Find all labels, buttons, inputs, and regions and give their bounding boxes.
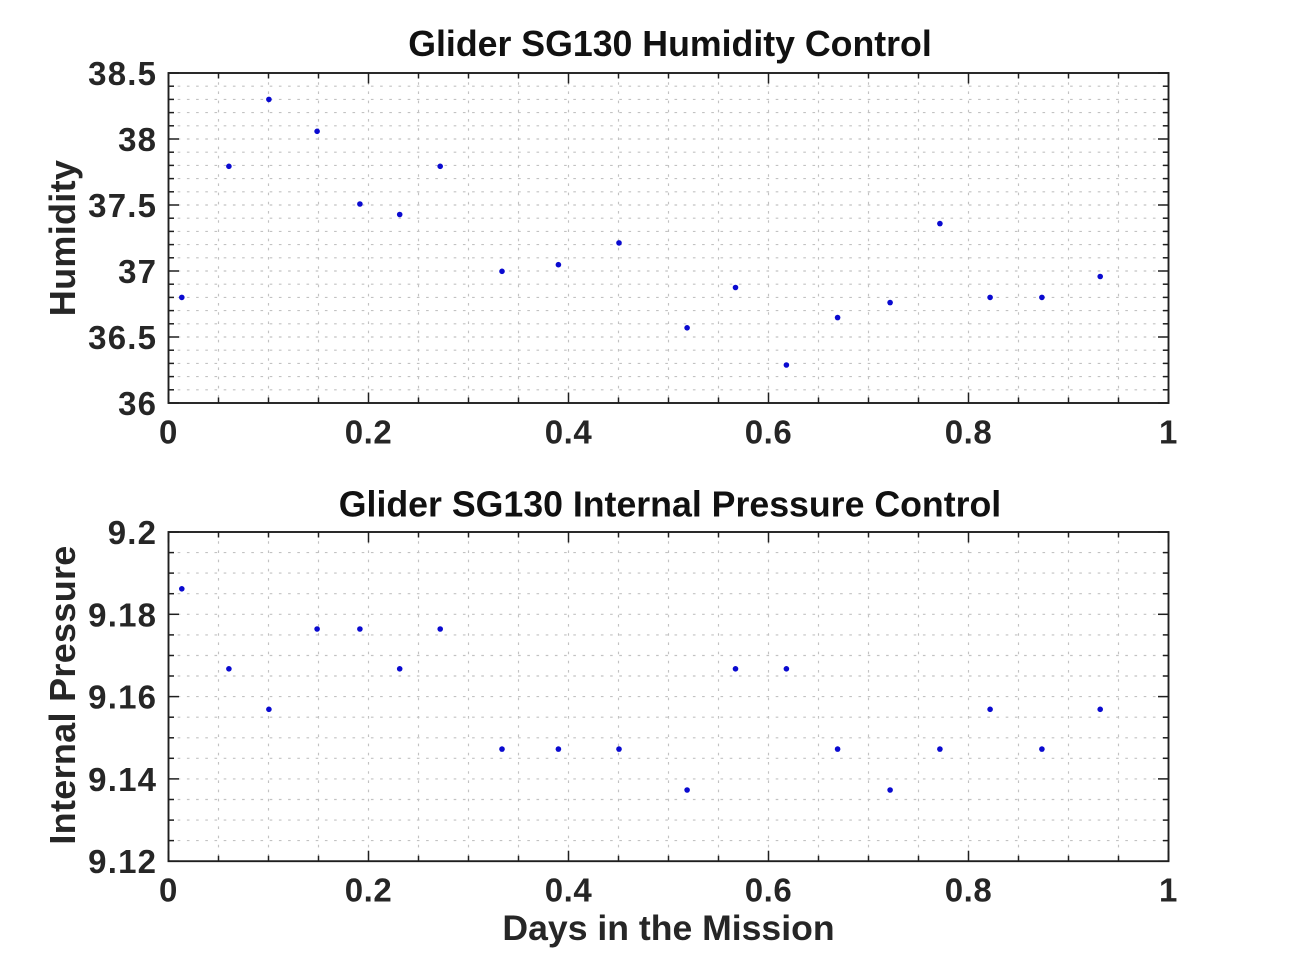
svg-text:Internal Pressure: Internal Pressure — [42, 545, 83, 844]
svg-text:9.12: 9.12 — [88, 843, 157, 880]
svg-text:1: 1 — [1159, 413, 1178, 450]
svg-text:0.6: 0.6 — [745, 413, 793, 450]
svg-text:9.16: 9.16 — [88, 679, 157, 716]
svg-text:0.8: 0.8 — [945, 872, 993, 909]
svg-text:Humidity: Humidity — [42, 160, 83, 316]
svg-text:9.14: 9.14 — [88, 761, 157, 798]
svg-text:9.2: 9.2 — [108, 514, 157, 551]
svg-text:0.2: 0.2 — [345, 413, 393, 450]
svg-text:0.4: 0.4 — [545, 872, 593, 909]
svg-text:Glider SG130 Internal Pressure: Glider SG130 Internal Pressure Control — [339, 484, 1001, 524]
svg-text:38: 38 — [118, 121, 157, 158]
svg-text:37.5: 37.5 — [88, 187, 157, 224]
svg-text:9.18: 9.18 — [88, 596, 157, 633]
svg-text:Glider SG130 Humidity Control: Glider SG130 Humidity Control — [408, 24, 932, 64]
svg-text:0.4: 0.4 — [545, 413, 593, 450]
svg-text:0.8: 0.8 — [945, 413, 993, 450]
svg-text:37: 37 — [118, 253, 157, 290]
svg-text:0: 0 — [159, 872, 178, 909]
svg-text:0.2: 0.2 — [345, 872, 393, 909]
svg-text:36: 36 — [118, 385, 157, 422]
svg-text:0: 0 — [159, 413, 178, 450]
svg-text:1: 1 — [1159, 872, 1178, 909]
svg-text:0.6: 0.6 — [745, 872, 793, 909]
svg-text:38.5: 38.5 — [88, 55, 157, 92]
svg-text:36.5: 36.5 — [88, 319, 157, 356]
svg-text:Days in the Mission: Days in the Mission — [502, 908, 834, 948]
